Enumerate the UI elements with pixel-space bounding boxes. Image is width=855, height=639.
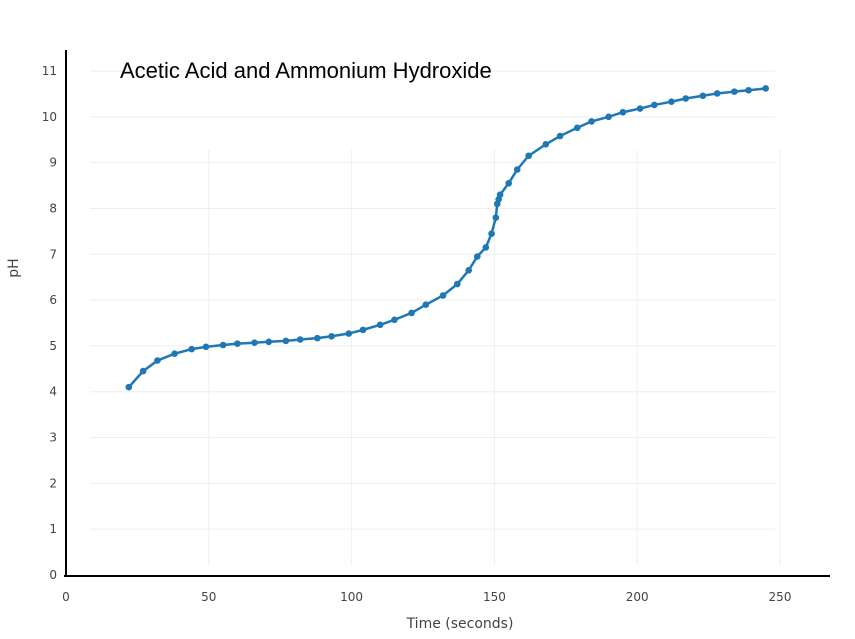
data-point: [188, 345, 195, 353]
data-point: [359, 326, 367, 334]
y-tick-label: 8: [49, 201, 57, 215]
x-tick-label: 150: [483, 590, 506, 604]
data-point: [668, 98, 675, 105]
data-point: [573, 124, 581, 132]
y-tick-label: 2: [49, 476, 57, 490]
y-tick-label: 5: [49, 339, 57, 353]
y-tick-label: 6: [49, 293, 57, 307]
data-point: [651, 101, 658, 109]
y-tick-label: 10: [42, 110, 57, 124]
data-point: [588, 118, 595, 125]
y-tick-labels: 0 1 2 3 4 5 6 7 8 9 10 11: [42, 64, 57, 582]
y-tick-label: 9: [49, 156, 57, 170]
x-tick-label: 200: [626, 590, 649, 604]
data-point: [699, 92, 707, 100]
data-point: [453, 280, 461, 288]
chart-title: Acetic Acid and Ammonium Hydroxide: [120, 58, 492, 83]
data-point: [465, 267, 472, 274]
data-point: [525, 152, 532, 160]
data-point: [496, 191, 504, 199]
y-tick-label: 1: [49, 522, 57, 536]
data-point: [745, 86, 752, 94]
data-point: [328, 332, 335, 340]
series-group: [125, 85, 770, 391]
data-point: [731, 88, 738, 95]
data-point: [234, 340, 241, 347]
data-point: [202, 343, 210, 351]
data-point: [125, 383, 133, 391]
data-point: [636, 105, 644, 112]
data-point: [513, 166, 521, 173]
data-point: [139, 367, 147, 375]
x-tick-label: 100: [340, 590, 363, 604]
data-point: [713, 90, 721, 97]
gridlines: [90, 70, 781, 565]
data-point: [556, 132, 564, 140]
x-tick-label: 250: [769, 590, 792, 604]
data-point: [505, 179, 512, 187]
data-point: [265, 338, 273, 346]
data-point: [282, 337, 290, 345]
data-point: [391, 316, 398, 324]
y-tick-label: 3: [49, 431, 57, 445]
data-point: [762, 85, 770, 92]
data-point: [376, 321, 384, 329]
x-axis-title: Time (seconds): [406, 616, 514, 632]
data-point: [542, 141, 550, 148]
x-tick-labels: 0 50 100 150 200 250: [62, 590, 791, 604]
data-point: [605, 113, 612, 121]
data-point: [345, 330, 353, 337]
data-point: [439, 292, 447, 299]
y-axis-title: pH: [6, 258, 22, 277]
data-point: [408, 309, 415, 317]
data-point: [422, 301, 430, 308]
data-point: [296, 336, 304, 343]
y-tick-label: 4: [49, 385, 57, 399]
data-point: [492, 214, 500, 221]
x-tick-label: 0: [62, 590, 70, 604]
data-point: [219, 341, 227, 349]
data-point: [488, 230, 495, 237]
data-point: [682, 95, 690, 102]
data-point: [251, 339, 258, 347]
y-tick-label: 11: [42, 64, 57, 78]
y-tick-label: 7: [49, 247, 57, 261]
data-point: [473, 253, 481, 260]
data-point: [154, 357, 161, 364]
data-point: [619, 108, 627, 116]
data-point: [314, 334, 321, 342]
data-point: [482, 244, 490, 251]
x-tick-label: 50: [201, 590, 216, 604]
y-tick-label: 0: [49, 568, 57, 582]
data-point: [171, 350, 178, 357]
